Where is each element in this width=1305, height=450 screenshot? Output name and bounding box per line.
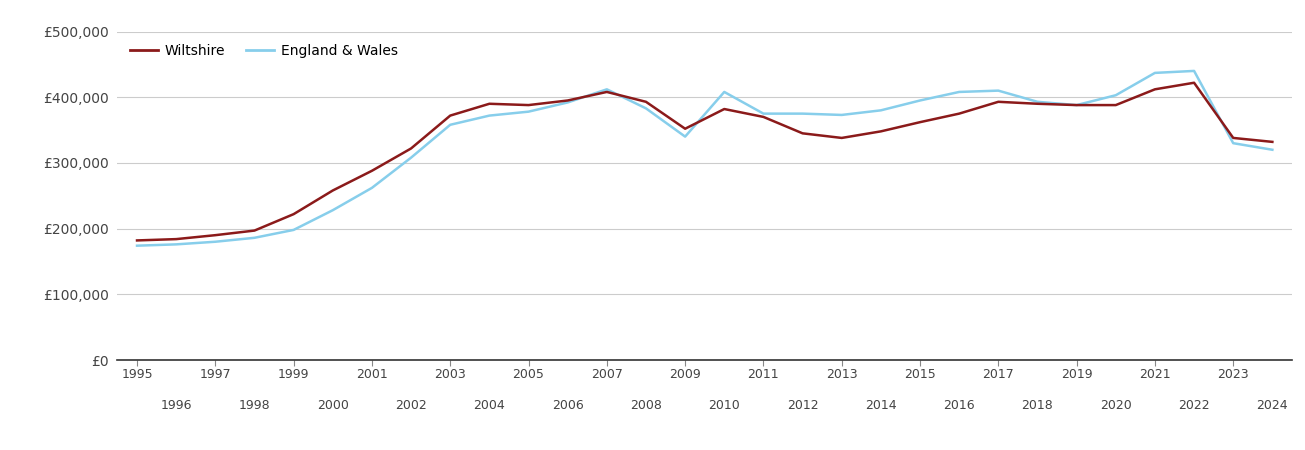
England & Wales <box>756 111 771 116</box>
Wiltshire <box>716 106 732 112</box>
England & Wales <box>1069 103 1084 108</box>
Wiltshire <box>521 103 536 108</box>
Text: 2008: 2008 <box>630 399 662 412</box>
Text: 2000: 2000 <box>317 399 348 412</box>
Wiltshire <box>286 212 301 217</box>
Text: 2024: 2024 <box>1257 399 1288 412</box>
Text: 2004: 2004 <box>474 399 505 412</box>
Wiltshire <box>442 113 458 118</box>
Text: 2022: 2022 <box>1178 399 1210 412</box>
Text: 2012: 2012 <box>787 399 818 412</box>
England & Wales <box>1265 147 1280 153</box>
England & Wales <box>129 243 145 248</box>
Wiltshire <box>1265 139 1280 144</box>
Text: 2020: 2020 <box>1100 399 1131 412</box>
England & Wales <box>325 207 341 213</box>
Wiltshire <box>1147 86 1163 92</box>
England & Wales <box>990 88 1006 93</box>
Wiltshire <box>364 168 380 174</box>
England & Wales <box>521 109 536 114</box>
England & Wales <box>286 227 301 233</box>
Wiltshire <box>325 188 341 193</box>
Wiltshire <box>129 238 145 243</box>
Wiltshire <box>1108 103 1124 108</box>
England & Wales <box>403 155 419 160</box>
Text: 1998: 1998 <box>239 399 270 412</box>
Wiltshire <box>873 129 889 134</box>
Text: 1996: 1996 <box>161 399 192 412</box>
England & Wales <box>1225 140 1241 146</box>
Wiltshire <box>247 228 262 233</box>
Line: Wiltshire: Wiltshire <box>137 83 1272 240</box>
Wiltshire <box>1030 101 1045 107</box>
Wiltshire <box>207 233 223 238</box>
Legend: Wiltshire, England & Wales: Wiltshire, England & Wales <box>124 38 403 63</box>
England & Wales <box>1186 68 1202 74</box>
England & Wales <box>1030 99 1045 104</box>
England & Wales <box>677 134 693 140</box>
Text: 2018: 2018 <box>1022 399 1053 412</box>
Wiltshire <box>560 98 576 103</box>
Wiltshire <box>482 101 497 107</box>
Line: England & Wales: England & Wales <box>137 71 1272 246</box>
England & Wales <box>207 239 223 244</box>
England & Wales <box>560 100 576 105</box>
England & Wales <box>951 89 967 94</box>
Wiltshire <box>638 99 654 104</box>
Wiltshire <box>912 119 928 125</box>
Wiltshire <box>834 135 850 141</box>
Text: 2016: 2016 <box>944 399 975 412</box>
Wiltshire <box>599 89 615 94</box>
Wiltshire <box>1225 135 1241 141</box>
Wiltshire <box>403 146 419 151</box>
Text: 2006: 2006 <box>552 399 583 412</box>
England & Wales <box>442 122 458 127</box>
England & Wales <box>364 185 380 190</box>
England & Wales <box>1147 70 1163 76</box>
England & Wales <box>716 89 732 94</box>
England & Wales <box>247 235 262 240</box>
Wiltshire <box>990 99 1006 104</box>
England & Wales <box>638 106 654 111</box>
England & Wales <box>834 112 850 117</box>
Text: 2010: 2010 <box>709 399 740 412</box>
Text: 2002: 2002 <box>395 399 427 412</box>
England & Wales <box>482 113 497 118</box>
Wiltshire <box>1186 80 1202 86</box>
Wiltshire <box>168 236 184 242</box>
England & Wales <box>1108 93 1124 98</box>
England & Wales <box>795 111 810 116</box>
Wiltshire <box>795 130 810 136</box>
England & Wales <box>912 98 928 103</box>
Wiltshire <box>677 126 693 131</box>
Wiltshire <box>756 114 771 120</box>
Text: 2014: 2014 <box>865 399 897 412</box>
England & Wales <box>873 108 889 113</box>
Wiltshire <box>951 111 967 116</box>
England & Wales <box>599 86 615 92</box>
Wiltshire <box>1069 103 1084 108</box>
England & Wales <box>168 242 184 247</box>
